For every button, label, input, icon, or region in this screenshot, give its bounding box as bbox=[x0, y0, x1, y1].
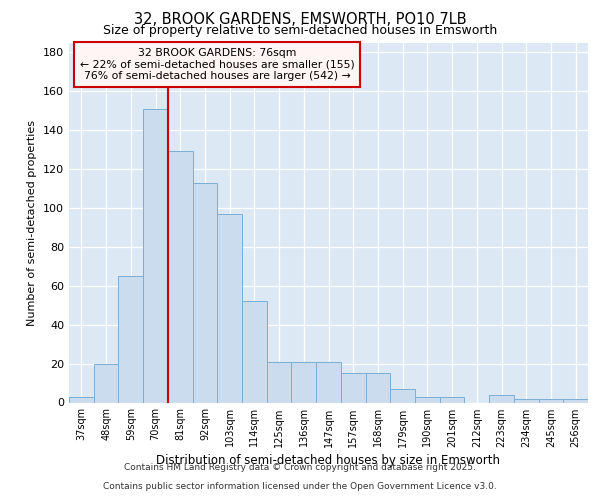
Bar bbox=[415, 396, 440, 402]
Bar bbox=[168, 152, 193, 402]
Bar bbox=[118, 276, 143, 402]
X-axis label: Distribution of semi-detached houses by size in Emsworth: Distribution of semi-detached houses by … bbox=[157, 454, 500, 466]
Bar bbox=[539, 398, 563, 402]
Bar bbox=[292, 362, 316, 403]
Bar bbox=[69, 396, 94, 402]
Bar bbox=[94, 364, 118, 403]
Bar bbox=[193, 182, 217, 402]
Bar bbox=[143, 108, 168, 403]
Bar bbox=[365, 374, 390, 402]
Bar bbox=[440, 396, 464, 402]
Bar bbox=[390, 389, 415, 402]
Bar bbox=[341, 374, 365, 402]
Y-axis label: Number of semi-detached properties: Number of semi-detached properties bbox=[28, 120, 37, 326]
Bar bbox=[514, 398, 539, 402]
Text: Contains public sector information licensed under the Open Government Licence v3: Contains public sector information licen… bbox=[103, 482, 497, 491]
Bar bbox=[563, 398, 588, 402]
Bar bbox=[489, 394, 514, 402]
Bar bbox=[242, 302, 267, 402]
Bar bbox=[316, 362, 341, 403]
Bar bbox=[267, 362, 292, 403]
Text: Contains HM Land Registry data © Crown copyright and database right 2025.: Contains HM Land Registry data © Crown c… bbox=[124, 464, 476, 472]
Bar bbox=[217, 214, 242, 402]
Text: Size of property relative to semi-detached houses in Emsworth: Size of property relative to semi-detach… bbox=[103, 24, 497, 37]
Text: 32 BROOK GARDENS: 76sqm
← 22% of semi-detached houses are smaller (155)
76% of s: 32 BROOK GARDENS: 76sqm ← 22% of semi-de… bbox=[80, 48, 354, 81]
Text: 32, BROOK GARDENS, EMSWORTH, PO10 7LB: 32, BROOK GARDENS, EMSWORTH, PO10 7LB bbox=[134, 12, 466, 28]
